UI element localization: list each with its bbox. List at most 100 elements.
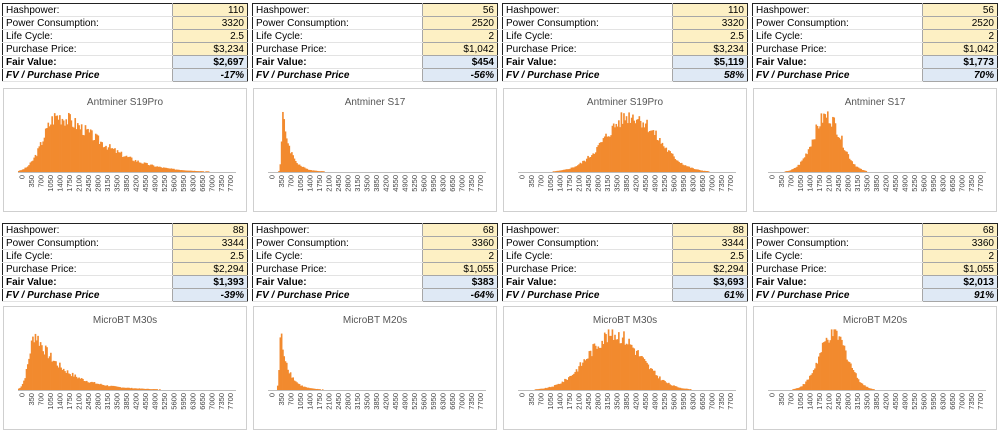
histogram-bar [619, 343, 621, 390]
value-hashpower[interactable]: 68 [922, 223, 998, 237]
value-fair[interactable]: $383 [422, 275, 498, 289]
value-power[interactable]: 3344 [172, 236, 248, 250]
value-life[interactable]: 2.5 [172, 29, 248, 43]
histogram-bar [312, 170, 315, 172]
histogram-bar [153, 389, 156, 390]
histogram-bar [59, 115, 61, 172]
histogram-bar [673, 385, 675, 390]
value-hashpower[interactable]: 68 [422, 223, 498, 237]
value-ratio[interactable]: 70% [922, 68, 998, 82]
histogram-bar [598, 142, 601, 172]
value-power[interactable]: 3360 [922, 236, 998, 250]
value-price[interactable]: $1,042 [922, 42, 998, 56]
value-life[interactable]: 2 [422, 249, 498, 263]
histogram-bar [310, 388, 312, 390]
histogram-bar [69, 114, 71, 172]
value-life[interactable]: 2.5 [172, 249, 248, 263]
histogram-bar [37, 148, 39, 172]
histogram-bar [614, 127, 616, 172]
histogram-bar [37, 335, 39, 390]
histogram-bar [296, 382, 298, 390]
value-hashpower[interactable]: 88 [172, 223, 248, 237]
x-tick-label: 1750 [565, 393, 574, 410]
value-life[interactable]: 2.5 [672, 29, 748, 43]
histogram-bar [312, 388, 315, 390]
value-ratio[interactable]: 61% [672, 288, 748, 302]
histogram-bar [556, 170, 559, 172]
label-life: Life Cycle: [252, 29, 423, 43]
value-fair[interactable]: $3,693 [672, 275, 748, 289]
histogram-bar [814, 368, 816, 390]
histogram-bar [820, 113, 823, 172]
histogram-bar [44, 128, 47, 172]
value-power[interactable]: 2520 [422, 16, 498, 30]
histogram-bar [792, 168, 794, 172]
histogram-bar [560, 170, 562, 172]
value-hashpower[interactable]: 56 [922, 3, 998, 17]
value-price[interactable]: $1,055 [422, 262, 498, 276]
value-fair[interactable]: $5,119 [672, 55, 748, 69]
value-power[interactable]: 3320 [672, 16, 748, 30]
histogram-bar [160, 167, 162, 172]
histogram-bar [574, 371, 577, 390]
value-fair[interactable]: $2,697 [172, 55, 248, 69]
histogram-bar [85, 380, 88, 390]
value-price[interactable]: $3,234 [672, 42, 748, 56]
histogram-bar [89, 129, 92, 172]
value-fair[interactable]: $454 [422, 55, 498, 69]
value-price[interactable]: $1,055 [922, 262, 998, 276]
value-power[interactable]: 2520 [922, 16, 998, 30]
histogram-bar [647, 132, 650, 172]
histogram-bar [564, 169, 566, 172]
histogram-bar [294, 161, 297, 172]
histogram-bar [44, 345, 47, 390]
histogram-bar [801, 160, 803, 172]
value-fair[interactable]: $2,013 [922, 275, 998, 289]
value-power[interactable]: 3344 [672, 236, 748, 250]
value-ratio[interactable]: -17% [172, 68, 248, 82]
value-price[interactable]: $2,294 [172, 262, 248, 276]
histogram-bar [856, 166, 859, 172]
histogram-bar [64, 371, 66, 390]
histogram-bar [297, 383, 300, 390]
value-life[interactable]: 2 [922, 249, 998, 263]
histogram-bar [588, 157, 591, 172]
value-fair[interactable]: $1,393 [172, 275, 248, 289]
value-price[interactable]: $2,294 [672, 262, 748, 276]
value-life[interactable]: 2.5 [672, 249, 748, 263]
histogram-bar [685, 388, 688, 390]
value-life[interactable]: 2 [422, 29, 498, 43]
x-tick-label: 2450 [834, 393, 843, 410]
chart-title: MicroBT M20s [342, 315, 408, 326]
x-tick-label: 5600 [669, 175, 678, 192]
value-ratio[interactable]: -64% [422, 288, 498, 302]
histogram-bar [156, 389, 159, 390]
histogram-bar [106, 385, 109, 390]
histogram-bar [574, 166, 577, 172]
histogram-bar [32, 160, 34, 172]
value-price[interactable]: $3,234 [172, 42, 248, 56]
spec-row-hashpower: Hashpower: 56 [752, 3, 998, 17]
value-power[interactable]: 3360 [422, 236, 498, 250]
value-hashpower[interactable]: 110 [672, 3, 748, 17]
value-hashpower[interactable]: 56 [422, 3, 498, 17]
histogram-bar [47, 358, 50, 390]
value-ratio[interactable]: 91% [922, 288, 998, 302]
histogram-bar [625, 116, 628, 172]
value-ratio[interactable]: -56% [422, 68, 498, 82]
value-hashpower[interactable]: 88 [672, 223, 748, 237]
histogram-bar [289, 153, 292, 172]
histogram-bar [656, 375, 659, 390]
value-hashpower[interactable]: 110 [172, 3, 248, 17]
value-power[interactable]: 3320 [172, 16, 248, 30]
value-life[interactable]: 2 [922, 29, 998, 43]
histogram-bar [694, 169, 697, 172]
value-ratio[interactable]: 58% [672, 68, 748, 82]
x-tick-label: 6650 [698, 175, 707, 192]
value-fair[interactable]: $1,773 [922, 55, 998, 69]
histogram-bar [93, 140, 96, 172]
value-ratio[interactable]: -39% [172, 288, 248, 302]
label-fair: Fair Value: [502, 275, 673, 289]
histogram-bar [298, 384, 301, 390]
value-price[interactable]: $1,042 [422, 42, 498, 56]
